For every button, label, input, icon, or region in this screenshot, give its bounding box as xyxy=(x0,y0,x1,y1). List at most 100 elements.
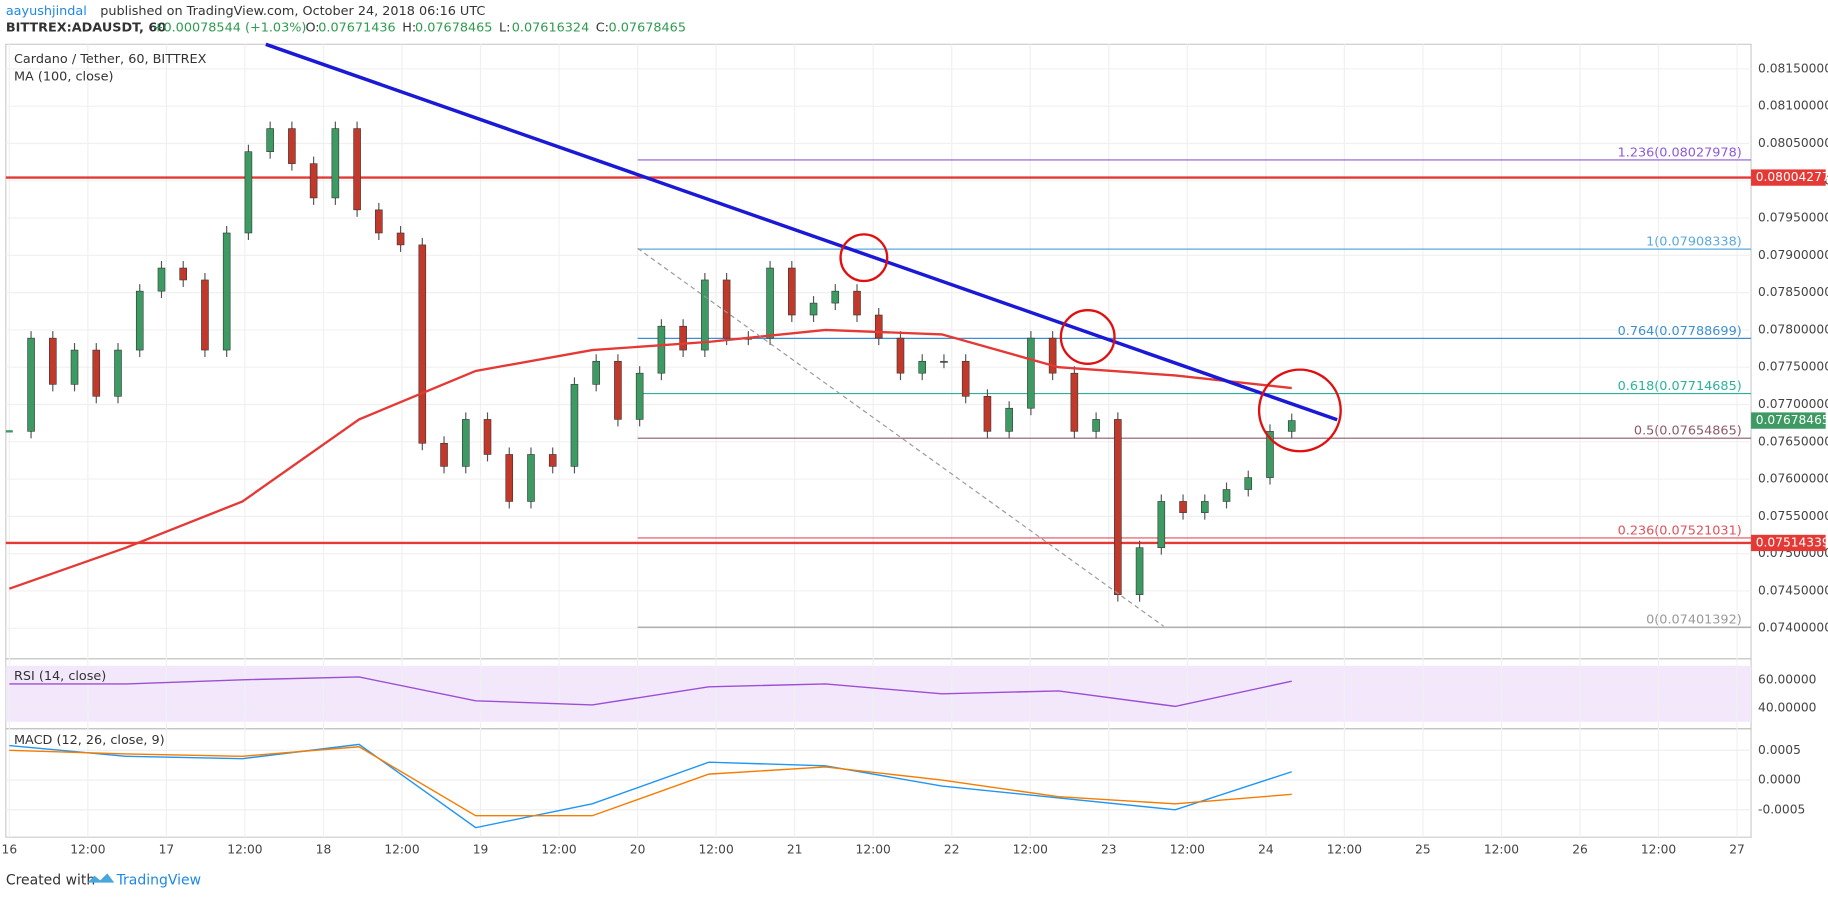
plot-frame xyxy=(5,43,1752,838)
candle xyxy=(1222,489,1231,502)
candle xyxy=(135,290,144,351)
candle xyxy=(548,454,557,467)
candle xyxy=(1179,501,1187,513)
rsi-title: RSI (14, close) xyxy=(14,669,106,684)
y-tick-label: 0.07850000 xyxy=(1758,285,1828,299)
y-tick-label: 0.08150000 xyxy=(1758,61,1828,75)
ohlc-value: 0.07678465 xyxy=(609,20,686,35)
candle xyxy=(27,337,35,432)
y-tick-label: 0.0005 xyxy=(1758,743,1801,757)
marks: 1.236(0.08027978) 1(0.07908338) 0.764(0.07… xyxy=(5,121,1752,829)
x-tick-label: 17 xyxy=(159,843,175,857)
y-tick-label: -0.0005 xyxy=(1758,802,1805,816)
ohlc-value: 0.07616324 xyxy=(512,20,589,35)
x-tick-label: 12:00 xyxy=(1484,843,1519,857)
y-tick-label: 0.07800000 xyxy=(1758,322,1828,336)
candle xyxy=(1287,420,1296,432)
y-tick-label: 0.08050000 xyxy=(1758,136,1828,150)
candle xyxy=(309,163,318,199)
candle xyxy=(375,209,383,234)
candle xyxy=(505,454,514,502)
y-tick-label: 0.07900000 xyxy=(1758,248,1828,262)
candle xyxy=(874,314,883,339)
change: +0.00078544 (+1.03%) xyxy=(153,20,307,35)
y-tick-label: 0.07750000 xyxy=(1758,360,1828,374)
last-price-tag xyxy=(1751,412,1826,429)
candle xyxy=(896,337,905,374)
highlight-circle xyxy=(839,233,889,283)
indicator-line xyxy=(9,743,1292,829)
candle xyxy=(918,360,927,374)
x-tick-label: 20 xyxy=(630,843,646,857)
x-tick-label: 12:00 xyxy=(384,843,419,857)
x-tick-label: 26 xyxy=(1572,843,1588,857)
y-tick-label: 60.00000 xyxy=(1758,672,1816,686)
last-price-label: 0.07678465 xyxy=(1756,413,1828,427)
candle xyxy=(266,128,274,152)
candle xyxy=(201,279,209,351)
x-tick-label: 16 xyxy=(2,843,18,857)
indicator-line xyxy=(9,676,1292,708)
candle xyxy=(483,419,492,455)
y-tick-label: 0.07400000 xyxy=(1758,621,1828,635)
price-tag-label: 0.08004277 xyxy=(1756,170,1828,184)
fib-label: 1(0.07908338) xyxy=(1646,235,1742,250)
candle xyxy=(70,349,79,385)
author[interactable]: aayushjindal xyxy=(6,4,87,19)
candle xyxy=(49,337,57,385)
price-tag xyxy=(1751,169,1826,186)
rsi-band xyxy=(5,665,1752,722)
candle xyxy=(1135,547,1144,595)
candle xyxy=(1244,477,1253,490)
candle xyxy=(592,360,600,385)
y-tick-label: 0.07950000 xyxy=(1758,211,1828,225)
candle xyxy=(353,128,361,211)
price-tag xyxy=(1751,534,1826,552)
candle xyxy=(679,325,687,351)
x-tick-label: 12:00 xyxy=(1327,843,1362,857)
candle xyxy=(179,267,187,281)
x-tick-label: 12:00 xyxy=(70,843,105,857)
candle xyxy=(288,128,296,164)
moving-average xyxy=(8,328,1292,590)
candle xyxy=(940,360,948,363)
candle xyxy=(396,232,405,246)
brand[interactable]: TradingView xyxy=(116,872,201,888)
ohlc-key: H: xyxy=(402,20,416,35)
y-tick-label: 0.08100000 xyxy=(1758,99,1828,113)
y-tick-label: 40.00000 xyxy=(1758,700,1816,714)
candle xyxy=(831,290,840,304)
candle xyxy=(440,442,448,467)
x-tick-label: 19 xyxy=(473,843,489,857)
candle xyxy=(114,349,122,397)
legend-ma: MA (100, close) xyxy=(14,69,113,84)
candle xyxy=(1092,419,1100,432)
ohlc-value: 0.07671436 xyxy=(318,20,395,35)
y-tick-label: 0.07600000 xyxy=(1758,472,1828,486)
x-tick-label: 12:00 xyxy=(541,843,576,857)
x-tick-label: 12:00 xyxy=(1641,843,1676,857)
y-tick-label: 0.07700000 xyxy=(1758,397,1828,411)
ohlc-value: 0.07678465 xyxy=(415,20,492,35)
candle xyxy=(1200,501,1209,513)
candle xyxy=(1048,337,1057,374)
trendline xyxy=(265,42,1338,422)
candle xyxy=(157,267,166,292)
x-tick-label: 12:00 xyxy=(1170,843,1205,857)
fib-label: 0(0.07401392) xyxy=(1646,613,1742,628)
x-tick-label: 22 xyxy=(944,843,960,857)
x-tick-label: 25 xyxy=(1415,843,1431,857)
created-with: Created with xyxy=(6,872,95,888)
y-tick-label: 0.07450000 xyxy=(1758,583,1828,597)
candle xyxy=(1266,431,1274,478)
indicator-line xyxy=(9,746,1292,817)
x-tick-label: 21 xyxy=(787,843,803,857)
candle xyxy=(788,267,796,316)
symbol: BITTREX:ADAUSDT, 60 xyxy=(6,20,166,35)
fib-label: 0.5(0.07654865) xyxy=(1634,424,1742,439)
fib-trend xyxy=(637,247,1164,627)
published: published on TradingView.com, October 24… xyxy=(100,4,485,19)
